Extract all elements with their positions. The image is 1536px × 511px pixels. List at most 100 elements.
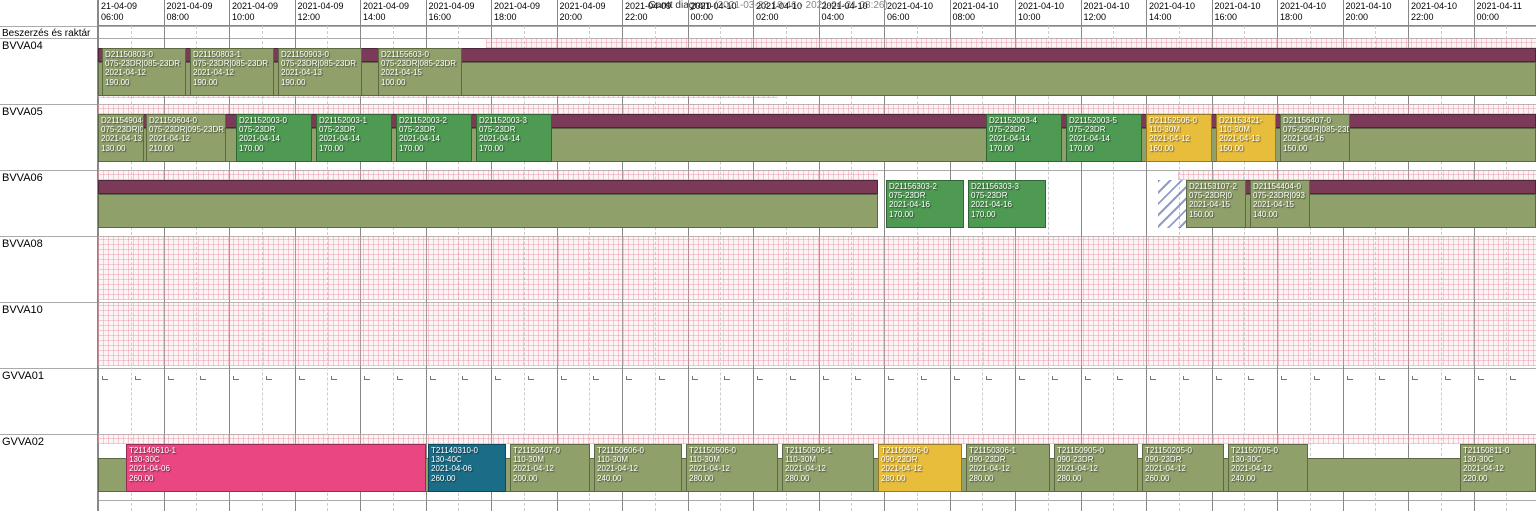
tick-mark [397,376,403,380]
gantt-task[interactable]: D21155603-0075-23DR|085-23DR2021-04-1510… [378,48,462,96]
gantt-task[interactable]: T21150205-0090-23DR2021-04-12260.00 [1142,444,1224,492]
row-separator [0,104,97,105]
gantt-task[interactable]: D21152003-4075-23DR2021-04-14170.00 [986,114,1062,162]
timeline-col: 2021-04-0914:00 [360,0,409,26]
hatch-region [98,434,1536,444]
tick-mark [102,376,108,380]
timeline-col: 2021-04-1020:00 [1343,0,1392,26]
tick-mark [1510,376,1516,380]
timeline-col: 21-04-0906:00 [98,0,137,26]
gantt-task[interactable]: D21152003-2075-23DR2021-04-14170.00 [396,114,472,162]
timeline-col: 2021-04-0918:00 [491,0,540,26]
gantt-task[interactable]: D21150803-0075-23DR|085-23DR2021-04-1219… [102,48,186,96]
gantt-task[interactable]: T21140310-0130-40C2021-04-06260.00 [428,444,506,492]
gantt-task[interactable]: T21150306-0090-23DR2021-04-12280.00 [878,444,962,492]
gantt-task[interactable]: D21156303-3075-23DR2021-04-16170.00 [968,180,1046,228]
tick-mark [986,376,992,380]
tick-mark [888,376,894,380]
row-label: GVVA01 [2,370,44,382]
gantt-task[interactable]: T21140610-1130-30C2021-04-06260.00 [126,444,426,492]
background-bar [98,194,878,228]
tick-mark [331,376,337,380]
gantt-task[interactable]: T21150811-0130-30C2021-04-12220.00 [1460,444,1536,492]
tick-mark [1347,376,1353,380]
tick-mark [168,376,174,380]
tick-mark [626,376,632,380]
gantt-task[interactable]: D21152003-5075-23DR2021-04-14170.00 [1066,114,1142,162]
row-label: BVVA06 [2,172,43,184]
tick-mark [724,376,730,380]
gantt-task[interactable]: T21150407-0110-30M2021-04-12200.00 [510,444,590,492]
gantt-task[interactable]: D21154404-0075-23DR|0932021-04-15140.00 [1250,180,1310,228]
row-separator [0,236,97,237]
tick-mark [1085,376,1091,380]
hatch-region [98,302,1536,366]
row-label: BVVA08 [2,238,43,250]
hatch-region [98,236,1536,300]
timeline-col: 2021-04-0920:00 [557,0,606,26]
gantt-task[interactable]: T21150506-0110-30M2021-04-12280.00 [686,444,778,492]
gantt-task[interactable]: D21150903-0075-23DR|085-23DR2021-04-1319… [278,48,362,96]
tick-mark [135,376,141,380]
tick-mark [1117,376,1123,380]
row-separator [0,26,97,27]
row-label: GVVA02 [2,436,44,448]
timeline-col: 2021-04-1016:00 [1212,0,1261,26]
gantt-task[interactable]: D21156303-2075-23DR2021-04-16170.00 [886,180,964,228]
gantt-task[interactable]: D21150803-1075-23DR|085-23DR2021-04-1219… [190,48,274,96]
tick-mark [593,376,599,380]
timeline-col: 2021-04-1022:00 [1408,0,1457,26]
row-separator [0,170,97,171]
tick-mark [757,376,763,380]
gantt-task[interactable]: T21150705-0130-30C2021-04-12240.00 [1228,444,1308,492]
hatch-region [98,104,1536,114]
gantt-task[interactable]: D21152003-3075-23DR2021-04-14170.00 [476,114,552,162]
timeline-col: 2021-04-1010:00 [1015,0,1064,26]
timeline-col: 2021-04-1008:00 [950,0,999,26]
gantt-task[interactable]: T21150905-0090-23DR2021-04-12280.00 [1054,444,1138,492]
row-label: BVVA10 [2,304,43,316]
tick-mark [1445,376,1451,380]
tick-mark [790,376,796,380]
tick-mark [1478,376,1484,380]
gantt-task[interactable]: D21154904-075-23DR|02021-04-13130.00 [98,114,144,162]
row-separator [0,302,97,303]
row-label: BVVA04 [2,40,43,52]
gantt-task[interactable]: D21153421-110-30M2021-04-13150.00 [1216,114,1276,162]
tick-mark [233,376,239,380]
row-labels: Beszerzés és raktárBVVA04BVVA05BVVA06BVV… [0,26,98,511]
gantt-task[interactable]: T21150606-0110-30M2021-04-12240.00 [594,444,682,492]
timeline-col: 2021-04-1100:00 [1474,0,1522,26]
gantt-task[interactable]: D21150604-0075-23DR|095-23DR2021-04-1221… [146,114,226,162]
timeline-col: 2021-04-1002:00 [753,0,802,26]
tick-mark [921,376,927,380]
timeline-col: 2021-04-1014:00 [1146,0,1195,26]
tick-mark [1281,376,1287,380]
gantt-task[interactable]: D21153107-2075-23DR|02021-04-15150.00 [1186,180,1246,228]
row-separator [0,38,97,39]
gantt-chart[interactable]: D21150803-0075-23DR|085-23DR2021-04-1219… [98,26,1536,511]
gantt-task[interactable]: T21150506-1110-30M2021-04-12280.00 [782,444,874,492]
gantt-task[interactable]: D21152506-0110-30M2021-04-12160.00 [1146,114,1212,162]
timeline-col: 2021-04-1012:00 [1081,0,1130,26]
timeline-header: 21-04-0906:002021-04-0908:002021-04-0910… [0,0,1536,26]
background-bar [98,180,878,194]
gantt-task[interactable]: D21156407-0075-23DR|085-23DR2021-04-1615… [1280,114,1350,162]
tick-mark [1248,376,1254,380]
gantt-task[interactable]: D21152003-1075-23DR2021-04-14170.00 [316,114,392,162]
tick-mark [561,376,567,380]
gantt-task[interactable]: D21152003-0075-23DR2021-04-14170.00 [236,114,312,162]
row-separator [0,434,97,435]
row-separator [98,26,1536,27]
tick-mark [954,376,960,380]
timeline-col: 2021-04-1006:00 [884,0,933,26]
tick-mark [430,376,436,380]
header-left-blank [0,0,98,26]
tick-mark [1379,376,1385,380]
tick-mark [266,376,272,380]
tick-mark [495,376,501,380]
tick-mark [1019,376,1025,380]
timeline-col: 2021-04-0912:00 [295,0,344,26]
gantt-task[interactable]: T21150306-1090-23DR2021-04-12280.00 [966,444,1050,492]
timeline-col: 2021-04-1004:00 [819,0,868,26]
